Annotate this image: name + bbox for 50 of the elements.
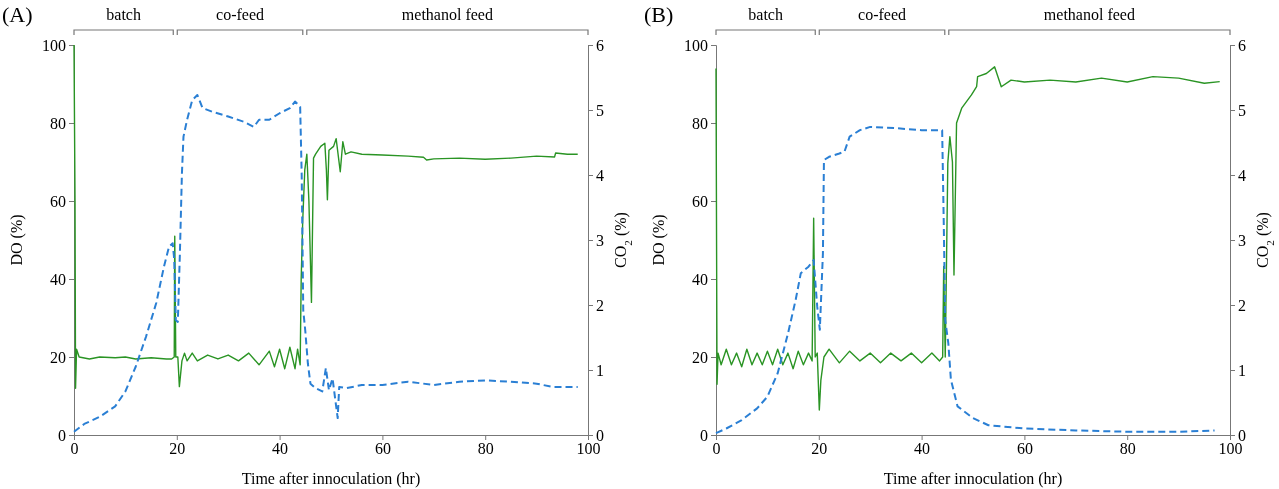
y-tick-label: 100 — [42, 36, 66, 54]
y-tick-label: 100 — [684, 36, 708, 54]
y-tick-label: 40 — [50, 270, 66, 288]
y2-tick-label: 1 — [596, 361, 604, 379]
y2-tick-label: 6 — [1238, 36, 1246, 54]
y-tick-label: 80 — [50, 114, 66, 132]
text: co-feed — [858, 6, 907, 23]
y-tick-label: 20 — [692, 348, 708, 366]
line-series — [715, 66, 1221, 411]
y2-tick-label: 3 — [596, 231, 604, 249]
x-axis-title: Time after innoculation (hr) — [241, 470, 421, 488]
y-axis-title: DO (%) — [8, 214, 26, 266]
x-tick-label: 80 — [477, 440, 494, 458]
line-series — [73, 44, 579, 389]
y-tick-label: 60 — [50, 192, 66, 210]
text: methanol feed — [1043, 6, 1135, 23]
y-tick-label: 60 — [692, 192, 708, 210]
x-axis-title: Time after innoculation (hr) — [883, 470, 1063, 488]
x-tick-label: 20 — [169, 440, 186, 458]
x-tick-label: 40 — [914, 440, 931, 458]
text: batch — [106, 6, 141, 23]
y-tick-label: 0 — [58, 426, 66, 444]
x-tick-label: 20 — [811, 440, 828, 458]
y2-tick-label: 6 — [596, 36, 604, 54]
x-tick-label: 60 — [374, 440, 391, 458]
y2-tick-label: 2 — [1238, 296, 1246, 314]
y2-tick-label: 3 — [1238, 231, 1246, 249]
y2-tick-label: 5 — [596, 101, 604, 119]
line-series — [715, 125, 1216, 435]
x-tick-label: 0 — [70, 440, 79, 458]
y-tick-label: 80 — [692, 114, 708, 132]
chart-title: (A) — [2, 2, 33, 27]
y2-tick-label: 4 — [596, 166, 604, 184]
y-tick-label: 40 — [692, 270, 708, 288]
chart-title: (B) — [644, 2, 674, 27]
line-series — [73, 94, 579, 433]
y2-tick-label: 5 — [1238, 101, 1246, 119]
x-tick-label: 0 — [712, 440, 721, 458]
y2-tick-label: 2 — [596, 296, 604, 314]
x-tick-label: 40 — [272, 440, 289, 458]
y2-tick-label: 1 — [1238, 361, 1246, 379]
y-axis-title: DO (%) — [650, 214, 668, 266]
x-tick-label: 80 — [1119, 440, 1136, 458]
text: batch — [748, 6, 783, 23]
x-tick-label: 60 — [1016, 440, 1033, 458]
text: co-feed — [216, 6, 265, 23]
text: methanol feed — [401, 6, 493, 23]
y2-tick-label: 4 — [1238, 166, 1246, 184]
y-tick-label: 20 — [50, 348, 66, 366]
y-tick-label: 0 — [700, 426, 708, 444]
